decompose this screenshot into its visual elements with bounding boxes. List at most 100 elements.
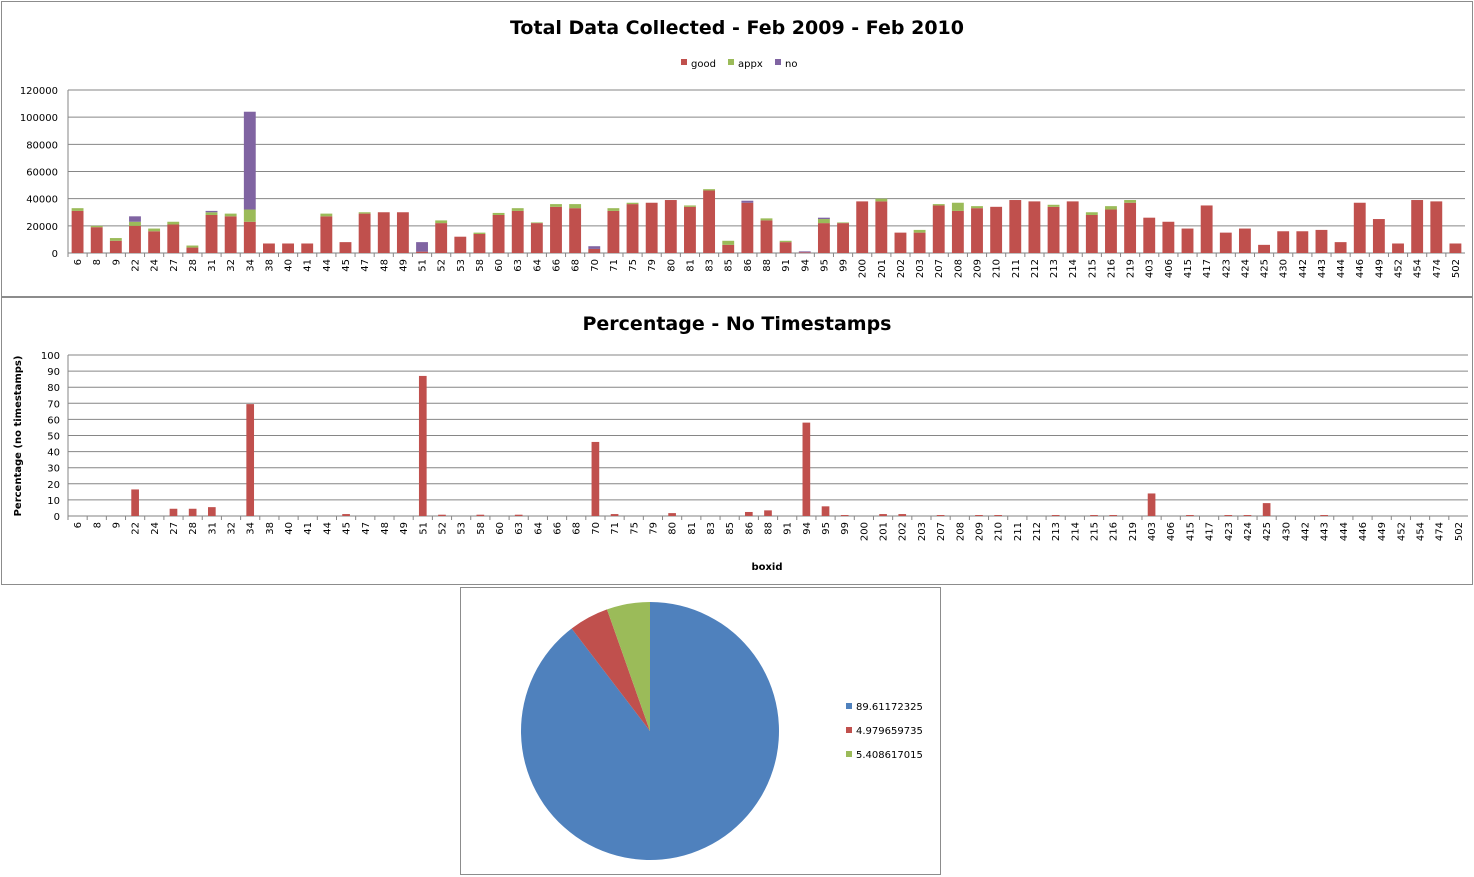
percentage-bar	[898, 514, 907, 516]
x-tick-label: 424	[1240, 259, 1251, 278]
x-tick-label: 202	[898, 522, 909, 541]
percentage-bar	[744, 511, 753, 516]
bar-appx	[71, 208, 84, 211]
x-tick-label: 430	[1281, 522, 1292, 541]
x-tick-label: 71	[610, 522, 621, 535]
bar-appx	[550, 204, 562, 207]
x-tick-label: 9	[111, 522, 122, 528]
y-tick-label: 90	[47, 367, 60, 378]
bar-appx	[684, 205, 696, 207]
x-tick-label: 216	[1109, 522, 1120, 541]
bar-good	[741, 202, 754, 253]
x-tick-label: 22	[131, 522, 142, 535]
percentage-bar	[1320, 515, 1328, 516]
bar-good	[416, 251, 428, 253]
x-tick-label: 91	[781, 259, 792, 272]
bar-appx	[875, 198, 888, 202]
bar-good	[1372, 219, 1385, 253]
bar-good	[492, 214, 505, 253]
y-tick-label: 80000	[26, 140, 58, 151]
bar-appx	[703, 189, 716, 191]
percentage-bar	[994, 515, 1002, 516]
bar-good	[473, 233, 486, 253]
x-tick-label: 219	[1126, 259, 1137, 278]
x-tick-label: 449	[1377, 522, 1388, 541]
bar-appx	[1085, 212, 1098, 215]
x-tick-label: 83	[706, 522, 717, 535]
y-tick-label: 50	[47, 432, 60, 443]
x-tick-label: 443	[1317, 259, 1328, 278]
x-tick-label: 88	[764, 522, 775, 535]
bar-good	[1181, 228, 1194, 253]
bar-appx	[569, 204, 582, 209]
bar-good	[664, 200, 677, 253]
legend-label-appx: appx	[738, 59, 763, 70]
x-tick-label: 99	[839, 259, 850, 272]
x-tick-label: 207	[936, 522, 947, 541]
x-tick-label: 415	[1185, 522, 1196, 541]
x-tick-label: 49	[399, 522, 410, 535]
bar-appx	[1124, 200, 1137, 203]
y-gridlines	[67, 89, 1465, 254]
x-tick-label: 200	[859, 522, 870, 541]
bar-appx	[951, 202, 964, 211]
x-tick-label: 454	[1413, 259, 1424, 278]
x-tick-label: 213	[1049, 259, 1060, 278]
percentage-bar	[591, 441, 600, 516]
x-tick-label: 45	[341, 259, 352, 272]
legend-label: 4.979659735	[856, 726, 923, 737]
x-tick-label: 31	[207, 522, 218, 535]
x-tick-label: 208	[953, 259, 964, 278]
x-tick-label: 79	[648, 522, 659, 535]
x-tick-label: 49	[398, 259, 409, 272]
percentage-bar	[764, 510, 772, 516]
x-tick-label: 442	[1298, 259, 1309, 278]
x-tick-label: 66	[551, 259, 562, 272]
bar-good	[703, 190, 716, 253]
bar-good	[339, 242, 352, 253]
bar-appx	[530, 222, 543, 224]
bar-good	[1143, 217, 1156, 253]
legend-swatch	[846, 727, 852, 733]
x-tick-label: 41	[303, 522, 314, 535]
x-tick-label: 211	[1011, 259, 1022, 278]
x-tick-label: 81	[685, 259, 696, 272]
bar-no	[243, 111, 256, 210]
percentage-bar	[1090, 515, 1098, 516]
x-tick-label: 212	[1032, 522, 1043, 541]
y-tick-label: 40000	[26, 195, 58, 206]
bar-good	[224, 216, 237, 253]
bar-appx	[320, 213, 333, 217]
bar-good	[1353, 202, 1366, 253]
bar-good	[1066, 201, 1079, 253]
x-tick-label: 91	[783, 522, 794, 535]
x-tick-label: 403	[1145, 259, 1156, 278]
x-tick-label: 6	[73, 522, 84, 528]
bar-good	[1334, 242, 1347, 253]
x-tick-label: 208	[955, 522, 966, 541]
bar-appx	[1105, 206, 1117, 210]
x-tick-label: 214	[1068, 259, 1079, 278]
y-tick-label: 20	[47, 480, 60, 491]
bar-good	[1430, 201, 1443, 253]
x-tick-label: 63	[514, 522, 525, 535]
bar-good	[588, 248, 601, 253]
legend-swatch	[846, 703, 852, 709]
percentage-bar	[1243, 515, 1252, 516]
x-tick-label: 44	[322, 522, 333, 535]
y-tick-label: 0	[52, 249, 58, 260]
x-tick-label: 215	[1090, 522, 1101, 541]
bar-good	[1411, 200, 1424, 253]
bar-appx	[358, 212, 371, 214]
x-tick-label: 47	[361, 522, 372, 535]
y-gridlines	[67, 354, 1468, 517]
bar-good	[798, 252, 811, 253]
bar-good	[684, 206, 696, 253]
bar-good	[1277, 231, 1290, 253]
pie-chart: 89.61172325 4.979659735 5.408617015	[521, 602, 923, 860]
x-axis-ticks: 6 8 9 22 24 27 28 31 32 34 38 40 41 44 45 47 48 49 51 52 53 5…	[67, 253, 1462, 278]
x-tick-label: 45	[342, 522, 353, 535]
x-tick-label: 66	[553, 522, 564, 535]
x-tick-label: 24	[150, 259, 161, 272]
x-tick-label: 215	[1087, 259, 1098, 278]
